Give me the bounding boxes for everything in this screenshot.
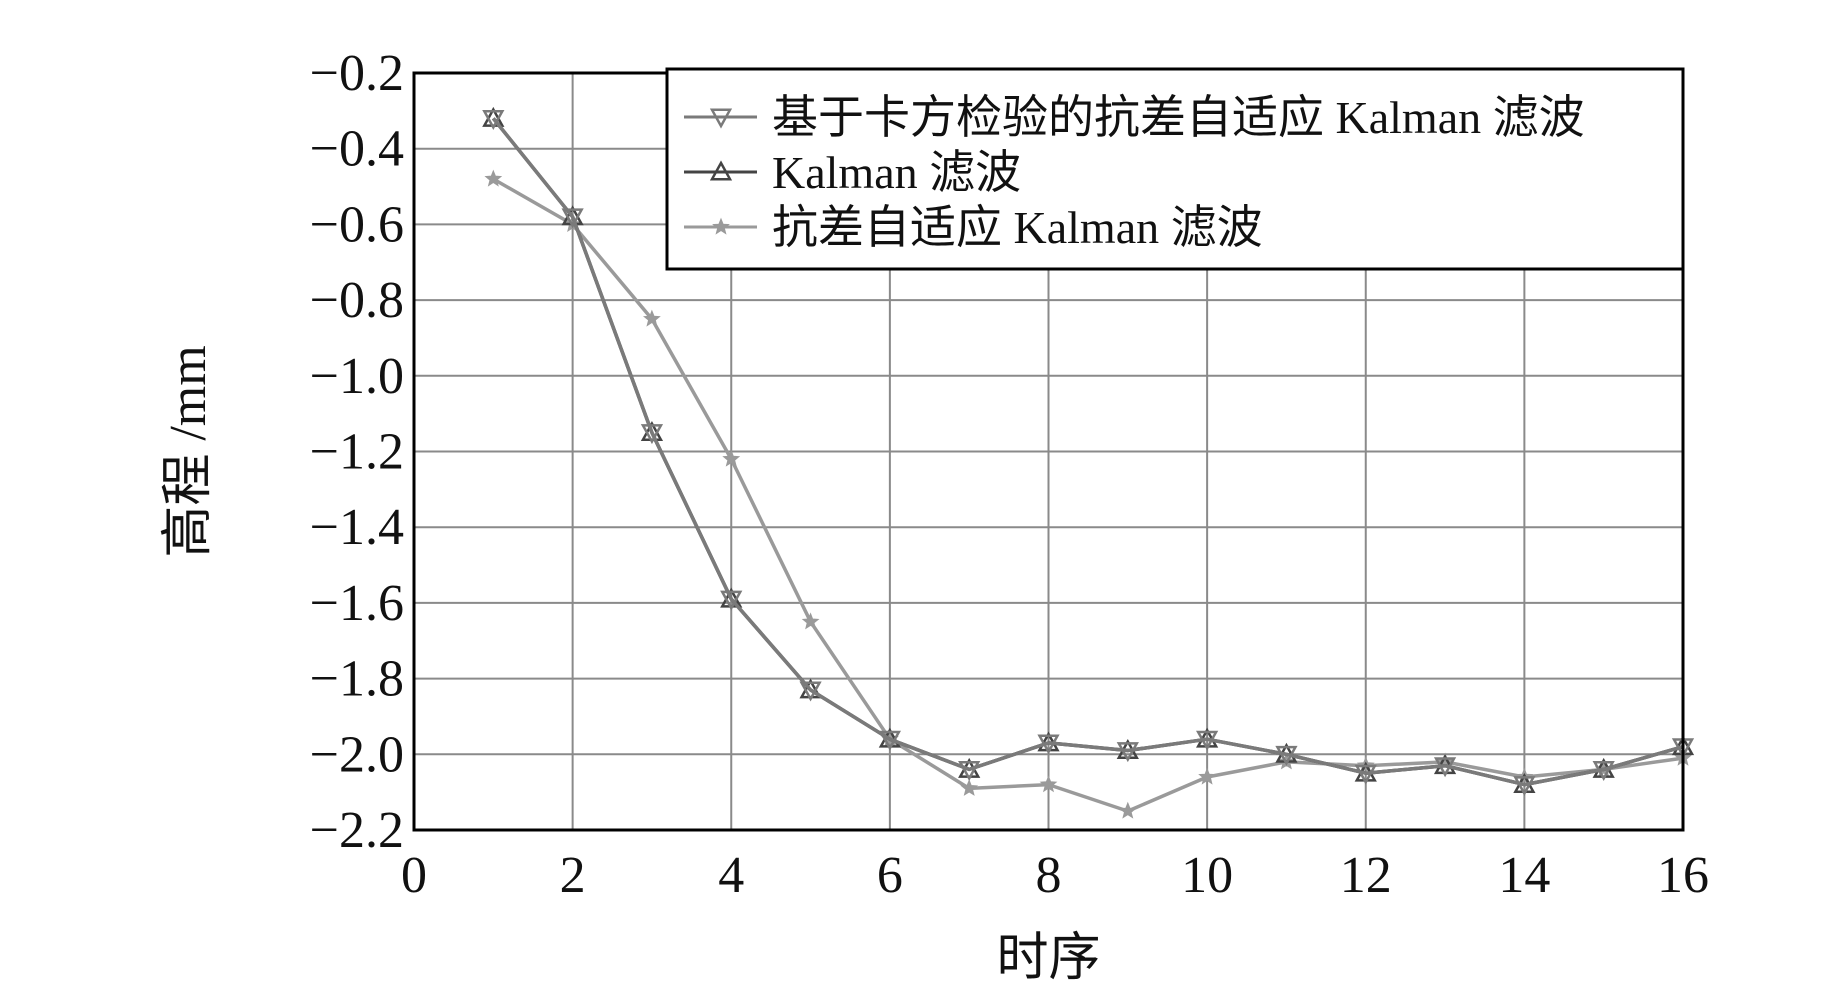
series-3-point [1039, 775, 1058, 793]
series-1-point [1116, 742, 1139, 763]
y-tick-label: −1.4 [310, 499, 404, 556]
series-1-point [1433, 757, 1457, 778]
series-1-point [482, 109, 505, 130]
series-1-point [1275, 745, 1298, 766]
series-1-point [878, 730, 901, 751]
legend-marker [709, 108, 733, 129]
series-3-point [643, 309, 661, 327]
y-tick-label: −0.6 [310, 196, 404, 253]
y-tick-label: −1.8 [310, 651, 404, 708]
y-tick-label: −0.8 [310, 272, 404, 329]
y-tick-label: −1.2 [310, 424, 404, 481]
y-axis-title: 高程 /mm [160, 345, 217, 557]
series-1-line [491, 117, 1684, 787]
series-1-point [640, 424, 664, 445]
series-lines [482, 106, 1695, 819]
series-1-point [720, 590, 743, 611]
x-tick-label: 0 [401, 847, 427, 904]
y-tick-label: −1.0 [310, 348, 404, 405]
legend-label: 基于卡方检验的抗差自适应 Kalman 滤波 [772, 92, 1585, 143]
x-tick-label: 6 [877, 847, 903, 904]
x-axis-title: 时序 [996, 930, 1100, 987]
legend-label: Kalman 滤波 [772, 147, 1021, 198]
series-3-point [1118, 801, 1137, 819]
legend-label: 抗差自适应 Kalman 滤波 [772, 202, 1263, 253]
series-1-point [1592, 760, 1615, 782]
series-3-point [1198, 767, 1216, 785]
legend-box [665, 67, 1685, 271]
series-1-point [1513, 776, 1536, 797]
y-tick-label: −2.0 [310, 726, 404, 783]
series-3-point [960, 779, 979, 796]
x-tick-label: 8 [1036, 847, 1062, 904]
x-tick-label: 10 [1181, 847, 1233, 904]
series-1-point [561, 208, 584, 229]
x-tick-label: 2 [560, 847, 586, 904]
legend-item: 抗差自适应 Kalman 滤波 [684, 202, 1263, 253]
legend-item: 基于卡方检验的抗差自适应 Kalman 滤波 [684, 92, 1585, 143]
y-tick-label: −2.2 [310, 802, 404, 859]
series-1-point [799, 681, 822, 702]
x-tick-label: 14 [1498, 847, 1550, 904]
series-3-line [492, 177, 1684, 813]
x-tick-label: 4 [718, 847, 744, 904]
series-3-point [801, 612, 820, 630]
legend-marker [712, 217, 730, 235]
series-3-point [484, 169, 503, 187]
series-1-point [1037, 734, 1060, 755]
series-1-point [958, 760, 981, 782]
series-1-point [1354, 764, 1377, 785]
y-tick-label: −1.6 [310, 575, 404, 632]
y-tick-label: −0.2 [310, 45, 404, 102]
series-1 [482, 109, 1695, 797]
y-tick-label: −0.4 [310, 121, 404, 178]
x-tick-label: 16 [1657, 847, 1709, 904]
legend-marker [709, 160, 733, 181]
x-tick-label: 12 [1340, 847, 1392, 904]
legend-item: Kalman 滤波 [684, 147, 1021, 198]
series-3-point [722, 449, 741, 467]
series-1-point [1196, 730, 1219, 751]
tick-labels: 0 2 4 6 8 10 12 14 16 −0.2 −0.4 −0.6 −0.8 −1.0 −1.2 −1.… [310, 45, 1709, 904]
